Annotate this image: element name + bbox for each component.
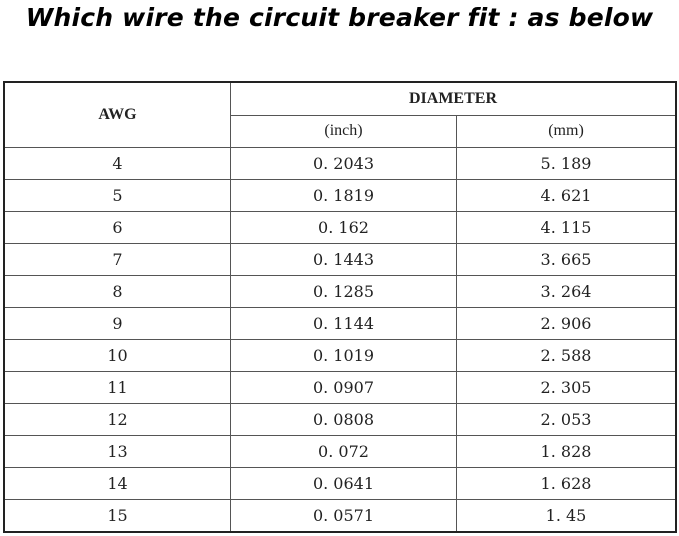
cell-inch: 0. 2043 <box>230 147 457 180</box>
cell-mm: 3. 665 <box>456 243 677 276</box>
cell-awg: 9 <box>3 307 231 340</box>
cell-awg: 8 <box>3 275 231 308</box>
cell-awg: 13 <box>3 435 231 468</box>
cell-mm: 4. 115 <box>456 211 677 244</box>
cell-mm: 3. 264 <box>456 275 677 308</box>
cell-inch: 0. 1144 <box>230 307 457 340</box>
table-row: 6 0. 162 4. 115 <box>3 211 677 244</box>
cell-inch: 0. 1285 <box>230 275 457 308</box>
cell-awg: 4 <box>3 147 231 180</box>
cell-mm: 1. 828 <box>456 435 677 468</box>
cell-inch: 0. 0641 <box>230 467 457 500</box>
cell-awg: 7 <box>3 243 231 276</box>
table-row: 10 0. 1019 2. 588 <box>3 339 677 372</box>
cell-inch: 0. 0907 <box>230 371 457 404</box>
header-row: AWG DIAMETER <box>3 81 677 148</box>
cell-awg: 10 <box>3 339 231 372</box>
table-row: 14 0. 0641 1. 628 <box>3 467 677 500</box>
header-awg: AWG <box>3 81 231 148</box>
cell-inch: 0. 1019 <box>230 339 457 372</box>
table-row: 11 0. 0907 2. 305 <box>3 371 677 404</box>
header-mm: (mm) <box>456 114 677 148</box>
cell-inch: 0. 1443 <box>230 243 457 276</box>
cell-awg: 5 <box>3 179 231 212</box>
cell-awg: 11 <box>3 371 231 404</box>
cell-mm: 1. 628 <box>456 467 677 500</box>
cell-mm: 1. 45 <box>456 499 677 533</box>
cell-inch: 0. 0571 <box>230 499 457 533</box>
cell-mm: 2. 906 <box>456 307 677 340</box>
cell-awg: 12 <box>3 403 231 436</box>
table-row: 12 0. 0808 2. 053 <box>3 403 677 436</box>
cell-mm: 5. 189 <box>456 147 677 180</box>
table-row: 4 0. 2043 5. 189 <box>3 147 677 180</box>
table-row: 9 0. 1144 2. 906 <box>3 307 677 340</box>
cell-mm: 2. 053 <box>456 403 677 436</box>
cell-inch: 0. 162 <box>230 211 457 244</box>
header-inch: (inch) <box>230 114 457 148</box>
subheader-row: (inch) (mm) <box>4 114 677 148</box>
cell-awg: 14 <box>3 467 231 500</box>
table-row: 7 0. 1443 3. 665 <box>3 243 677 276</box>
table-row: 15 0. 0571 1. 45 <box>3 499 677 533</box>
cell-mm: 2. 588 <box>456 339 677 372</box>
cell-mm: 2. 305 <box>456 371 677 404</box>
table-row: 5 0. 1819 4. 621 <box>3 179 677 212</box>
awg-diameter-table: AWG DIAMETER (inch) (mm) 4 0. 2043 5. 189 5… <box>3 81 677 533</box>
table-row: 8 0. 1285 3. 264 <box>3 275 677 308</box>
cell-mm: 4. 621 <box>456 179 677 212</box>
cell-inch: 0. 1819 <box>230 179 457 212</box>
cell-inch: 0. 0808 <box>230 403 457 436</box>
cell-awg: 15 <box>3 499 231 533</box>
cell-awg: 6 <box>3 211 231 244</box>
page-title: Which wire the circuit breaker fit : as … <box>25 3 654 32</box>
cell-inch: 0. 072 <box>230 435 457 468</box>
table-row: 13 0. 072 1. 828 <box>3 435 677 468</box>
header-diameter: DIAMETER <box>230 81 677 116</box>
